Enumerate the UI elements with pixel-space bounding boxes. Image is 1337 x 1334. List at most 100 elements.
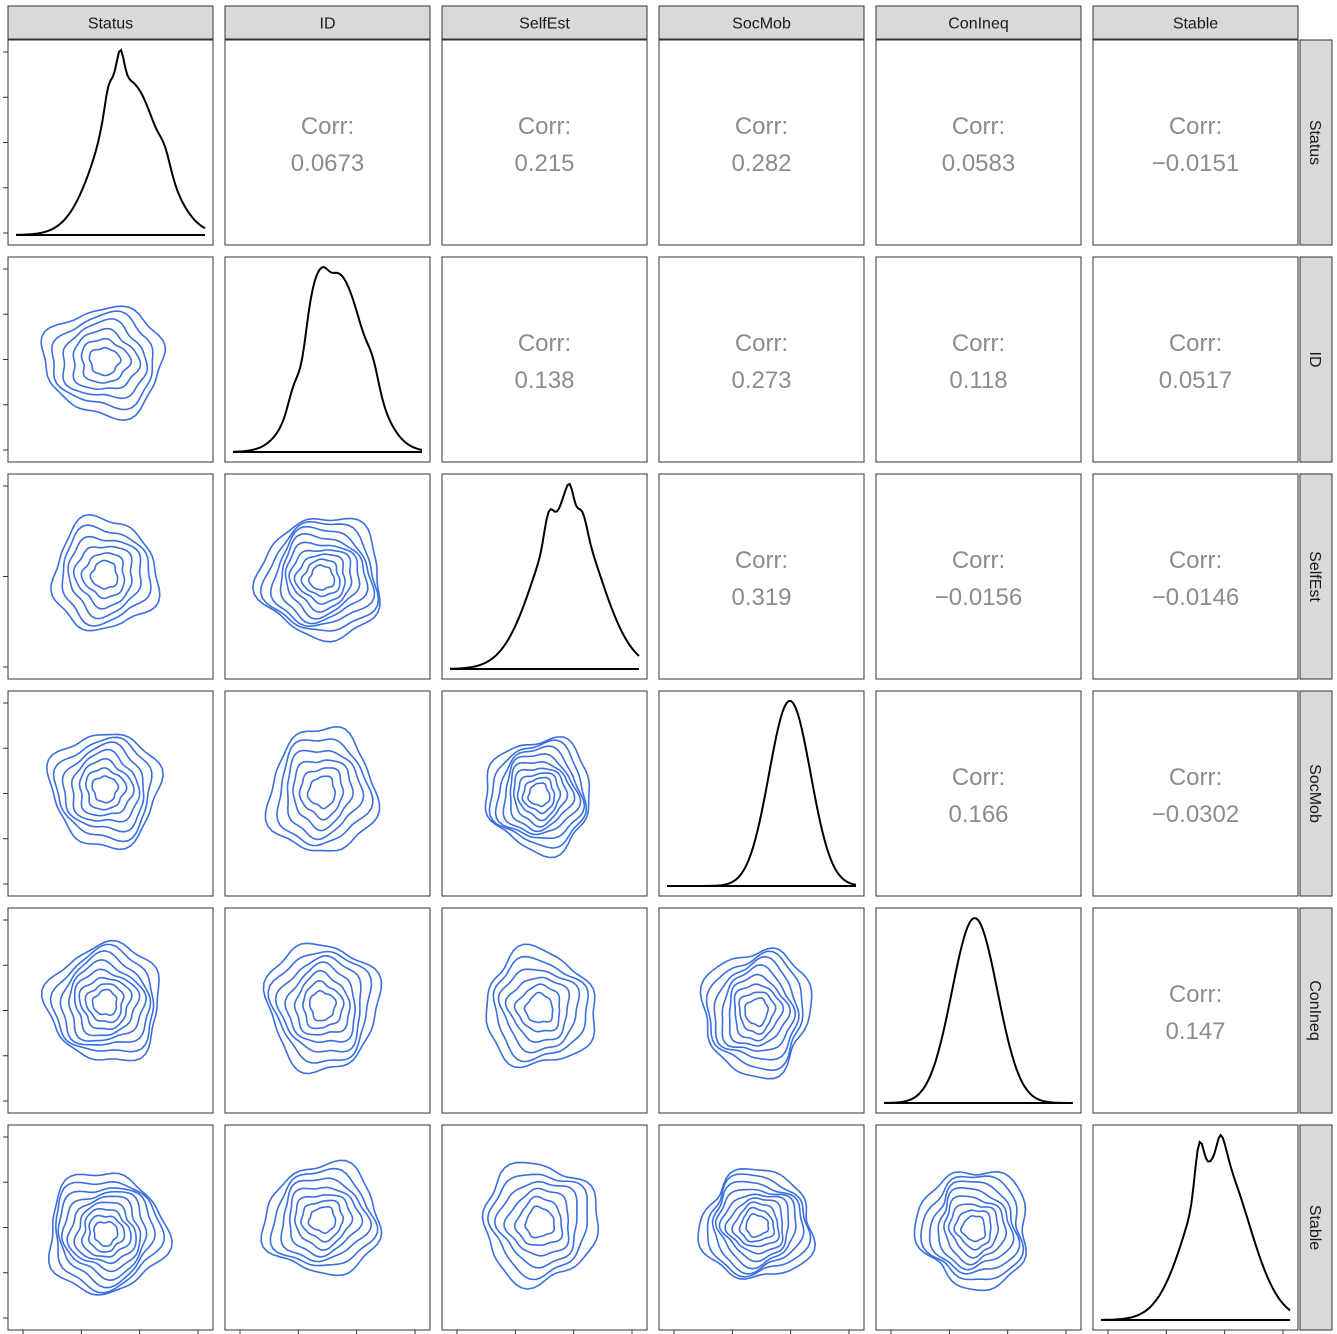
density-contour: [960, 1215, 987, 1243]
density-contour: [60, 1190, 148, 1282]
density-contour: [503, 1187, 570, 1257]
density-contour: [481, 1161, 600, 1290]
panel-border: [875, 1124, 1082, 1331]
density-contour: [486, 1173, 589, 1281]
panel-border: [441, 256, 648, 463]
strip-row-bg: [1299, 1124, 1333, 1331]
panel-socmob-selfest: [441, 690, 648, 897]
density-contour: [718, 1193, 790, 1263]
density-contour: [45, 733, 165, 851]
density-contour: [527, 782, 551, 808]
density-contour: [943, 1195, 1008, 1266]
density-contour: [67, 535, 142, 620]
panel-conineq-stable: Corr: 0.147: [1092, 907, 1299, 1114]
density-contour: [292, 759, 354, 832]
panel-border: [1092, 39, 1299, 246]
density-contour: [306, 775, 336, 810]
strip-col-bg: [1092, 5, 1299, 40]
density-contour: [745, 1213, 770, 1238]
density-contour: [300, 558, 341, 598]
density-contour: [298, 767, 345, 821]
panel-border: [658, 39, 865, 246]
corr-value: 0.282: [731, 150, 791, 177]
density-contour: [513, 1195, 564, 1246]
panel-stable-selfest: [441, 1124, 648, 1331]
strip-col-label: SocMob: [732, 16, 791, 33]
density-contour: [300, 1199, 345, 1243]
density-contour: [953, 1209, 992, 1251]
density-contour: [91, 775, 120, 804]
density-contour: [733, 983, 785, 1042]
panel-border: [1092, 690, 1299, 897]
density-contour: [72, 327, 142, 391]
panel-conineq-conineq: [875, 907, 1082, 1114]
panel-socmob-conineq: Corr: 0.166: [875, 690, 1082, 897]
density-contour: [721, 963, 797, 1052]
strip-row-bg: [1299, 473, 1333, 680]
density-contour: [284, 961, 356, 1044]
strip-row-label: SocMob: [1306, 764, 1323, 823]
strip-col-bg: [658, 5, 865, 40]
panel-status-stable: Corr: −0.0151: [1092, 39, 1299, 246]
density-contour: [40, 305, 167, 422]
panel-border: [875, 690, 1082, 897]
density-contour: [51, 310, 154, 411]
corr-label: Corr:: [735, 113, 788, 140]
density-contour: [928, 1180, 1021, 1275]
panel-border: [658, 256, 865, 463]
density-contour: [251, 517, 381, 643]
panel-status-id: Corr: 0.0673: [224, 39, 431, 246]
panel-conineq-selfest: [441, 907, 648, 1114]
density-contour: [697, 1167, 817, 1280]
density-contour: [279, 532, 369, 625]
panel-border: [224, 1124, 431, 1331]
density-contour: [66, 1195, 142, 1273]
density-contour: [509, 760, 576, 833]
panel-stable-id: [224, 1124, 431, 1331]
panel-status-selfest: Corr: 0.215: [441, 39, 648, 246]
density-contour: [492, 955, 590, 1063]
panel-status-conineq: Corr: 0.0583: [875, 39, 1082, 246]
panel-id-stable: Corr: 0.0517: [1092, 256, 1299, 463]
strip-col-bg: [224, 5, 431, 40]
corr-value: 0.118: [949, 367, 1007, 394]
strip-row-conineq: ConIneq: [1299, 907, 1333, 1114]
density-contour: [269, 1167, 379, 1267]
corr-value: 0.147: [1165, 1018, 1225, 1045]
panel-border: [658, 907, 865, 1114]
density-contour: [62, 318, 149, 400]
density-curve-socmob: [667, 700, 857, 887]
panel-conineq-socmob: [658, 907, 865, 1114]
panel-border: [224, 39, 431, 246]
panel-border: [1092, 1124, 1299, 1331]
density-contour: [288, 1186, 364, 1258]
density-contour: [264, 726, 381, 852]
density-contour: [87, 1214, 126, 1253]
panel-stable-stable: [1092, 1124, 1299, 1331]
corr-value: −0.0156: [935, 584, 1022, 611]
density-contour: [920, 1175, 1025, 1281]
strip-row-label: ConIneq: [1306, 980, 1323, 1041]
panel-conineq-id: [224, 907, 431, 1114]
corr-value: 0.166: [948, 801, 1008, 828]
strip-row-bg: [1299, 39, 1333, 246]
panel-id-status: [7, 256, 214, 463]
density-contour: [284, 541, 361, 620]
density-contour: [512, 767, 569, 828]
strip-col-label: ID: [320, 16, 336, 33]
density-contour: [713, 955, 800, 1061]
strip-col-stable: Stable: [1092, 5, 1299, 40]
density-contour: [61, 524, 152, 627]
density-contour: [493, 1180, 578, 1269]
density-contour: [262, 942, 383, 1075]
corr-label: Corr:: [518, 330, 571, 357]
panel-id-conineq: Corr: 0.118: [875, 256, 1082, 463]
density-contour: [302, 979, 345, 1030]
panel-border: [875, 256, 1082, 463]
panel-border: [441, 907, 648, 1114]
panel-socmob-status: [7, 690, 214, 897]
corr-label: Corr:: [952, 764, 1005, 791]
strip-col-label: ConIneq: [948, 16, 1009, 33]
panel-border: [224, 256, 431, 463]
strip-row-label: Status: [1306, 120, 1323, 165]
